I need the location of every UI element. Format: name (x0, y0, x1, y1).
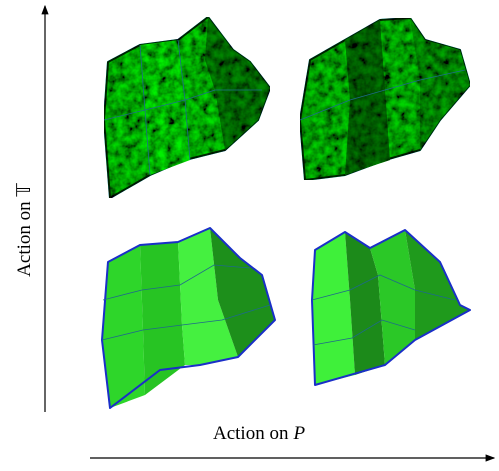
flat-mesh (102, 228, 275, 408)
textured-mesh (104, 17, 270, 198)
x-label-symbol: P (292, 423, 305, 444)
figure: Action on 𝕋 Action onP (0, 0, 499, 471)
flat-mesh (312, 230, 470, 385)
x-label-text: Action on (213, 423, 289, 444)
y-axis-label: Action on 𝕋 (14, 183, 35, 277)
textured-mesh (300, 18, 470, 180)
